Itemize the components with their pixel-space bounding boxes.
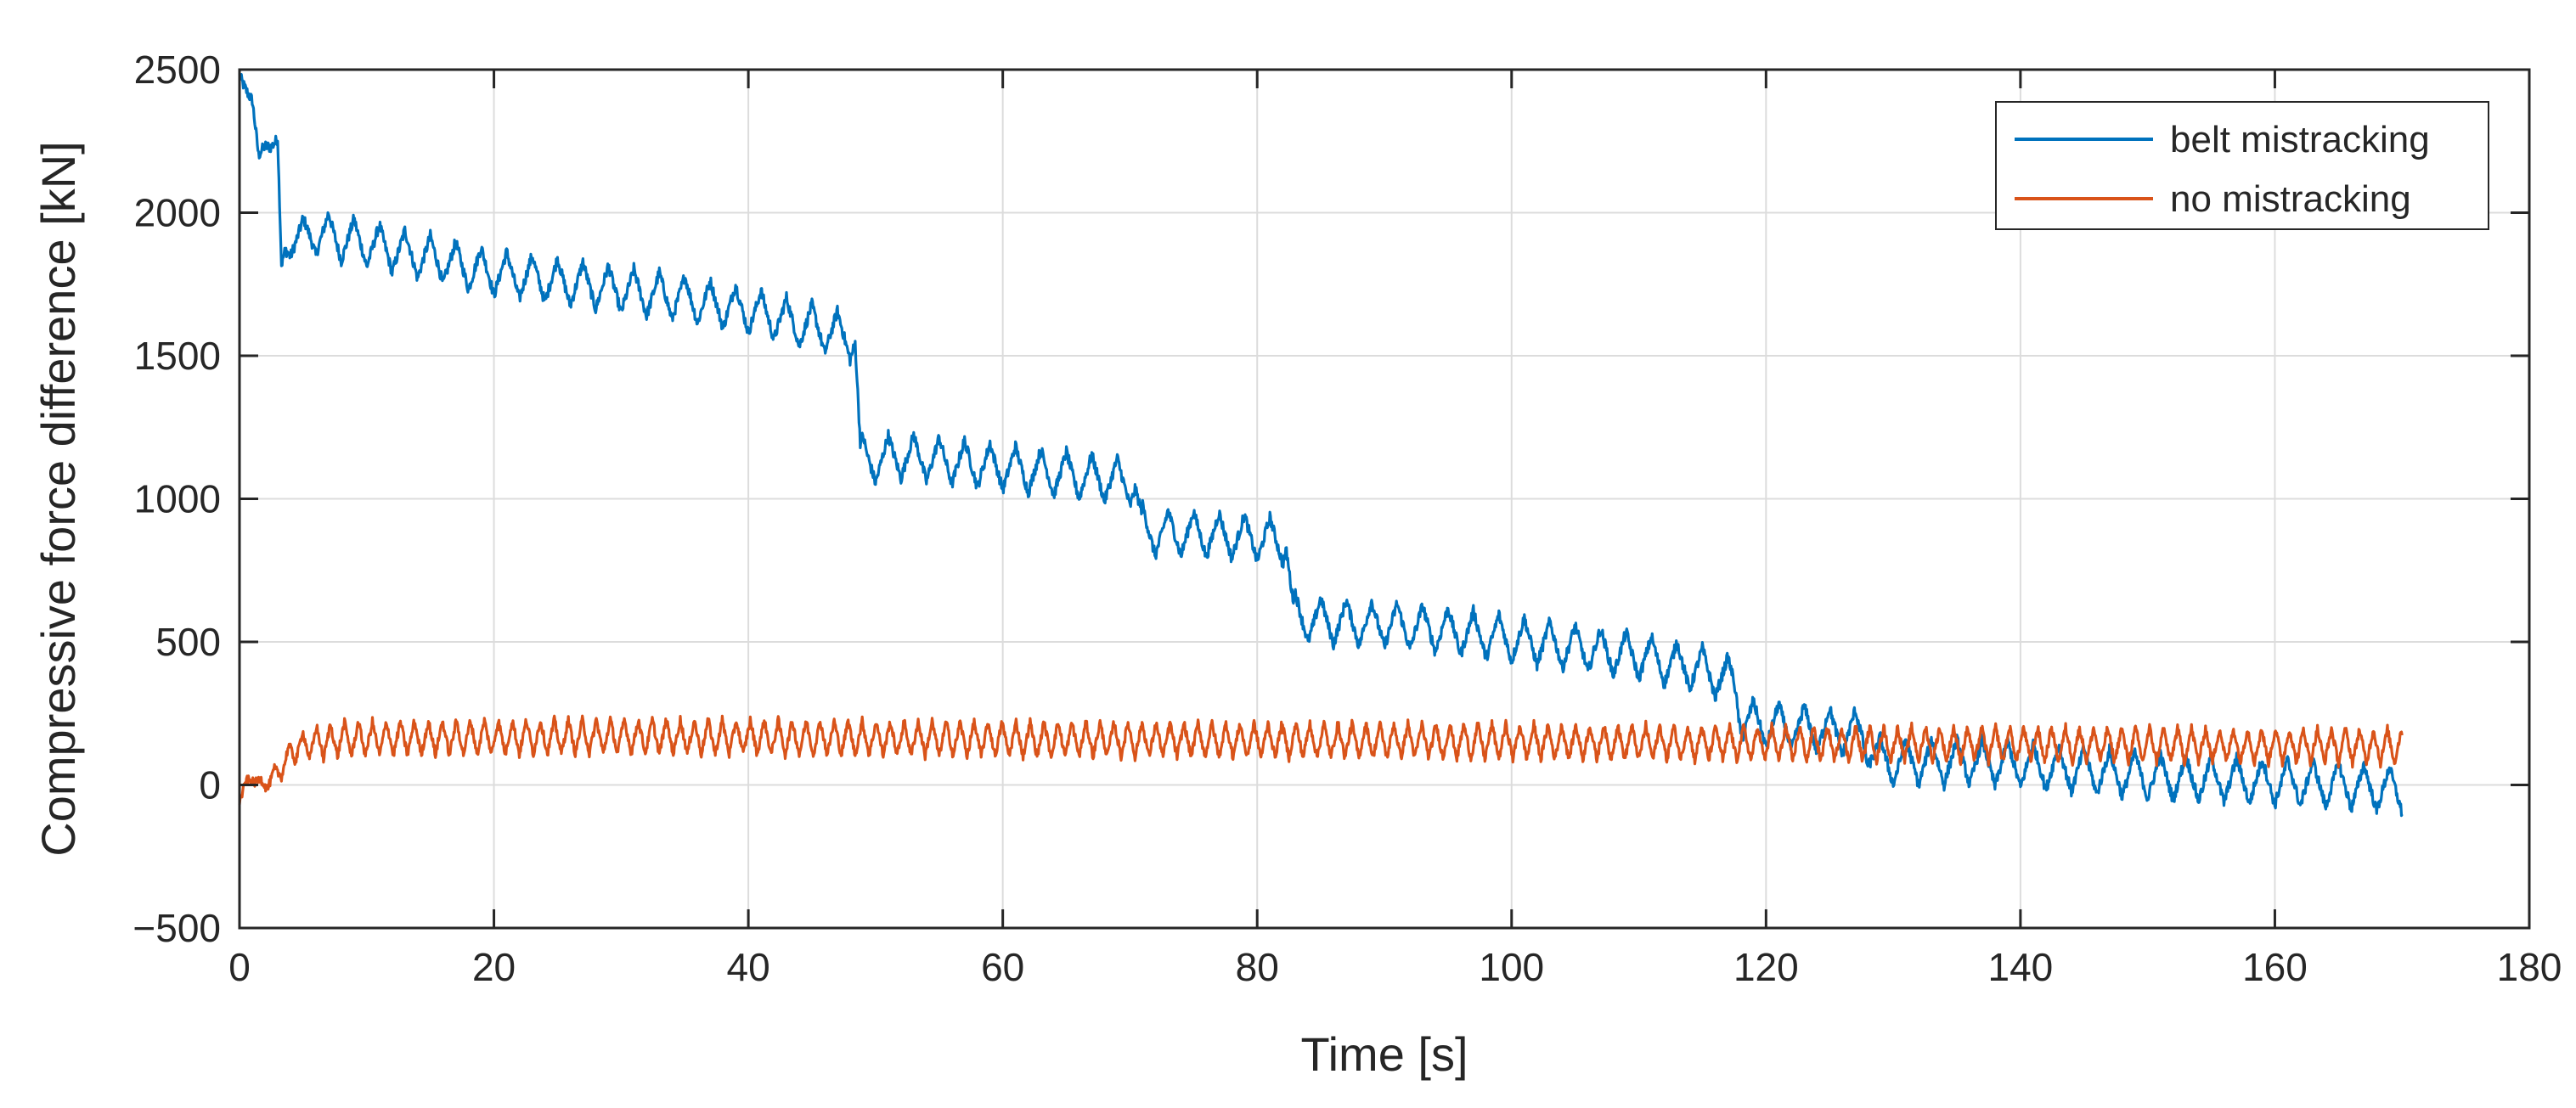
y-axis-label: Compressive force difference [kN] [31, 141, 85, 856]
y-tick-label: 2000 [134, 191, 221, 235]
x-tick-label: 180 [2497, 945, 2562, 989]
plot-lines [238, 72, 2404, 818]
x-tick-label: 20 [472, 945, 516, 989]
ticks [238, 68, 2531, 930]
x-tick-label: 160 [2242, 945, 2308, 989]
series-line-belt-mistracking [238, 72, 2404, 818]
x-tick-label: 60 [981, 945, 1024, 989]
x-axis-label: Time [s] [1300, 1027, 1468, 1081]
y-tick-label: 0 [199, 763, 221, 807]
series-line-no-mistracking [238, 714, 2404, 805]
y-tick-label: 2500 [134, 48, 221, 92]
legend-box [1995, 101, 2489, 230]
x-tick-label: 80 [1236, 945, 1279, 989]
legend: belt mistracking no mistracking [1995, 101, 2489, 230]
legend-label-belt-mistracking: belt mistracking [2170, 119, 2430, 160]
legend-label-no-mistracking: no mistracking [2170, 178, 2411, 220]
x-tick-label: 100 [1479, 945, 1544, 989]
x-tick-label: 40 [727, 945, 770, 989]
y-tick-label: 1000 [134, 477, 221, 521]
y-tick-label: 500 [155, 620, 221, 664]
x-tick-label: 120 [1733, 945, 1799, 989]
y-tick-labels: −500 0 500 1000 1500 2000 2500 [132, 48, 221, 950]
x-tick-label: 0 [228, 945, 251, 989]
y-tick-label: −500 [132, 906, 221, 950]
x-tick-labels: 0 20 40 60 80 100 120 140 160 180 [228, 945, 2562, 989]
x-tick-label: 140 [1988, 945, 2054, 989]
y-tick-label: 1500 [134, 334, 221, 378]
